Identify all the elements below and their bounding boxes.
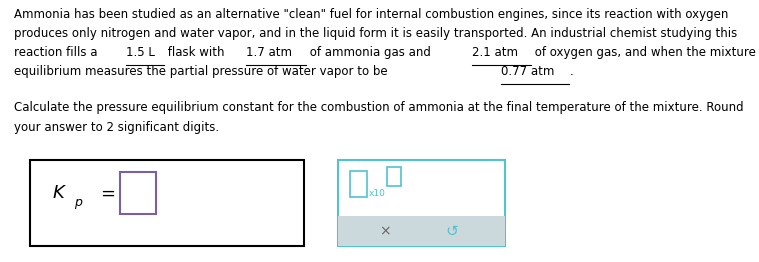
Text: 1.5 L: 1.5 L [126,46,155,59]
Text: reaction fills a: reaction fills a [14,46,101,59]
Text: equilibrium measures the partial pressure of water vapor to be: equilibrium measures the partial pressur… [14,65,391,78]
Text: $p$: $p$ [74,197,83,211]
Text: $=$: $=$ [97,184,116,202]
Text: 0.77 atm: 0.77 atm [501,65,554,78]
FancyBboxPatch shape [338,216,505,246]
Text: produces only nitrogen and water vapor, and in the liquid form it is easily tran: produces only nitrogen and water vapor, … [14,27,737,40]
Text: Ammonia has been studied as an alternative "clean" fuel for internal combustion : Ammonia has been studied as an alternati… [14,8,728,21]
Text: x10: x10 [369,189,386,198]
Text: ×: × [379,224,390,238]
Text: flask with: flask with [163,46,228,59]
Text: 1.7 atm: 1.7 atm [247,46,292,59]
Text: of oxygen gas, and when the mixture has come to: of oxygen gas, and when the mixture has … [531,46,759,59]
Text: your answer to 2 significant digits.: your answer to 2 significant digits. [14,121,219,134]
Text: of ammonia gas and: of ammonia gas and [306,46,434,59]
Text: Calculate the pressure equilibrium constant for the combustion of ammonia at the: Calculate the pressure equilibrium const… [14,101,743,114]
Text: ↺: ↺ [445,224,458,239]
Text: .: . [569,65,573,78]
Text: $K$: $K$ [52,184,67,202]
Text: 2.1 atm: 2.1 atm [472,46,518,59]
